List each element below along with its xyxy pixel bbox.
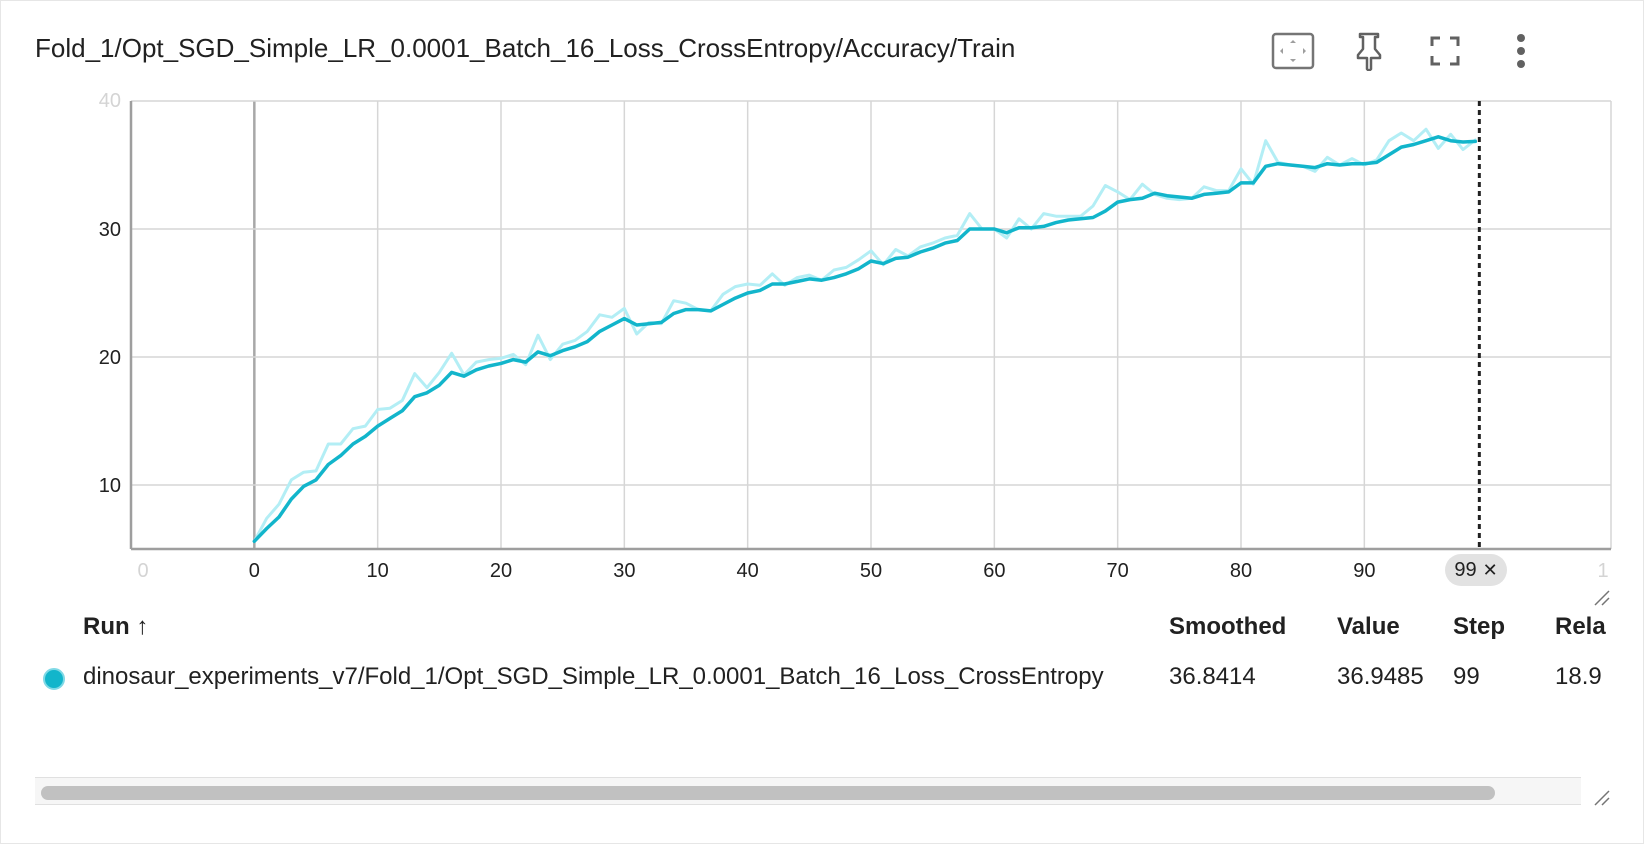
x-tick-label: 80	[1230, 560, 1252, 582]
tick-labels: 0 0 10 20 30 40 50 60 70 80 90 1 40 30 20 10	[99, 90, 1609, 582]
pin-icon[interactable]	[1345, 27, 1393, 75]
line-chart[interactable]: 0 0 10 20 30 40 50 60 70 80 90 1 40 30 20 10	[1, 1, 1644, 601]
smoothed-column-header[interactable]: Smoothed	[1169, 613, 1287, 640]
relative-column-header[interactable]: Rela	[1555, 613, 1606, 640]
x-tick-label: 10	[367, 560, 389, 582]
step-column-header[interactable]: Step	[1453, 613, 1506, 640]
step-cursor-chip[interactable]: 99 ✕	[1445, 554, 1507, 586]
sort-arrow-icon: ↑	[136, 613, 149, 640]
x-tick-label: 70	[1107, 560, 1129, 582]
run-header-label: Run	[83, 613, 130, 640]
value-column-header[interactable]: Value	[1337, 613, 1400, 640]
x-tick-label: 20	[490, 560, 512, 582]
value-cell: 36.9485	[1337, 663, 1424, 690]
run-name-cell: dinosaur_experiments_v7/Fold_1/Opt_SGD_S…	[83, 663, 1104, 690]
x-tick-label: 40	[737, 560, 759, 582]
chart-grid	[131, 100, 1612, 549]
step-cell: 99	[1453, 663, 1480, 690]
relative-cell: 18.9	[1555, 663, 1602, 690]
card-title: Fold_1/Opt_SGD_Simple_LR_0.0001_Batch_16…	[35, 33, 1016, 63]
x-tick-label: 30	[613, 560, 635, 582]
resize-handle-icon[interactable]	[1593, 789, 1611, 807]
raw-series-line	[252, 127, 1477, 543]
x-tick-label: 0	[249, 560, 260, 582]
close-icon[interactable]: ✕	[1482, 559, 1498, 580]
x-tick-label: 1	[1597, 560, 1608, 582]
x-tick-label: 60	[983, 560, 1005, 582]
x-tick-label: 0	[137, 560, 148, 582]
step-cursor-label: 99	[1454, 558, 1477, 581]
smoothed-cell: 36.8414	[1169, 663, 1256, 690]
x-tick-label: 90	[1353, 560, 1375, 582]
chart-axes	[129, 101, 1611, 551]
y-tick-label: 40	[99, 90, 121, 112]
fullscreen-icon[interactable]	[1421, 27, 1469, 75]
scrollbar-thumb[interactable]	[41, 786, 1495, 800]
y-tick-label: 30	[99, 219, 121, 241]
horizontal-scrollbar[interactable]	[35, 777, 1581, 805]
resize-handle-icon[interactable]	[1593, 589, 1611, 607]
run-color-indicator	[43, 668, 65, 690]
smoothed-series-line	[252, 135, 1478, 544]
y-tick-label: 10	[99, 475, 121, 497]
run-column-header[interactable]: Run ↑	[83, 613, 148, 641]
x-tick-label: 50	[860, 560, 882, 582]
series-lines	[252, 127, 1478, 544]
more-vert-icon[interactable]	[1497, 27, 1545, 75]
fit-domain-icon[interactable]	[1269, 27, 1317, 75]
run-table: Run ↑ Smoothed Value Step Rela dinosaur_…	[1, 613, 1613, 723]
y-tick-label: 20	[99, 347, 121, 369]
